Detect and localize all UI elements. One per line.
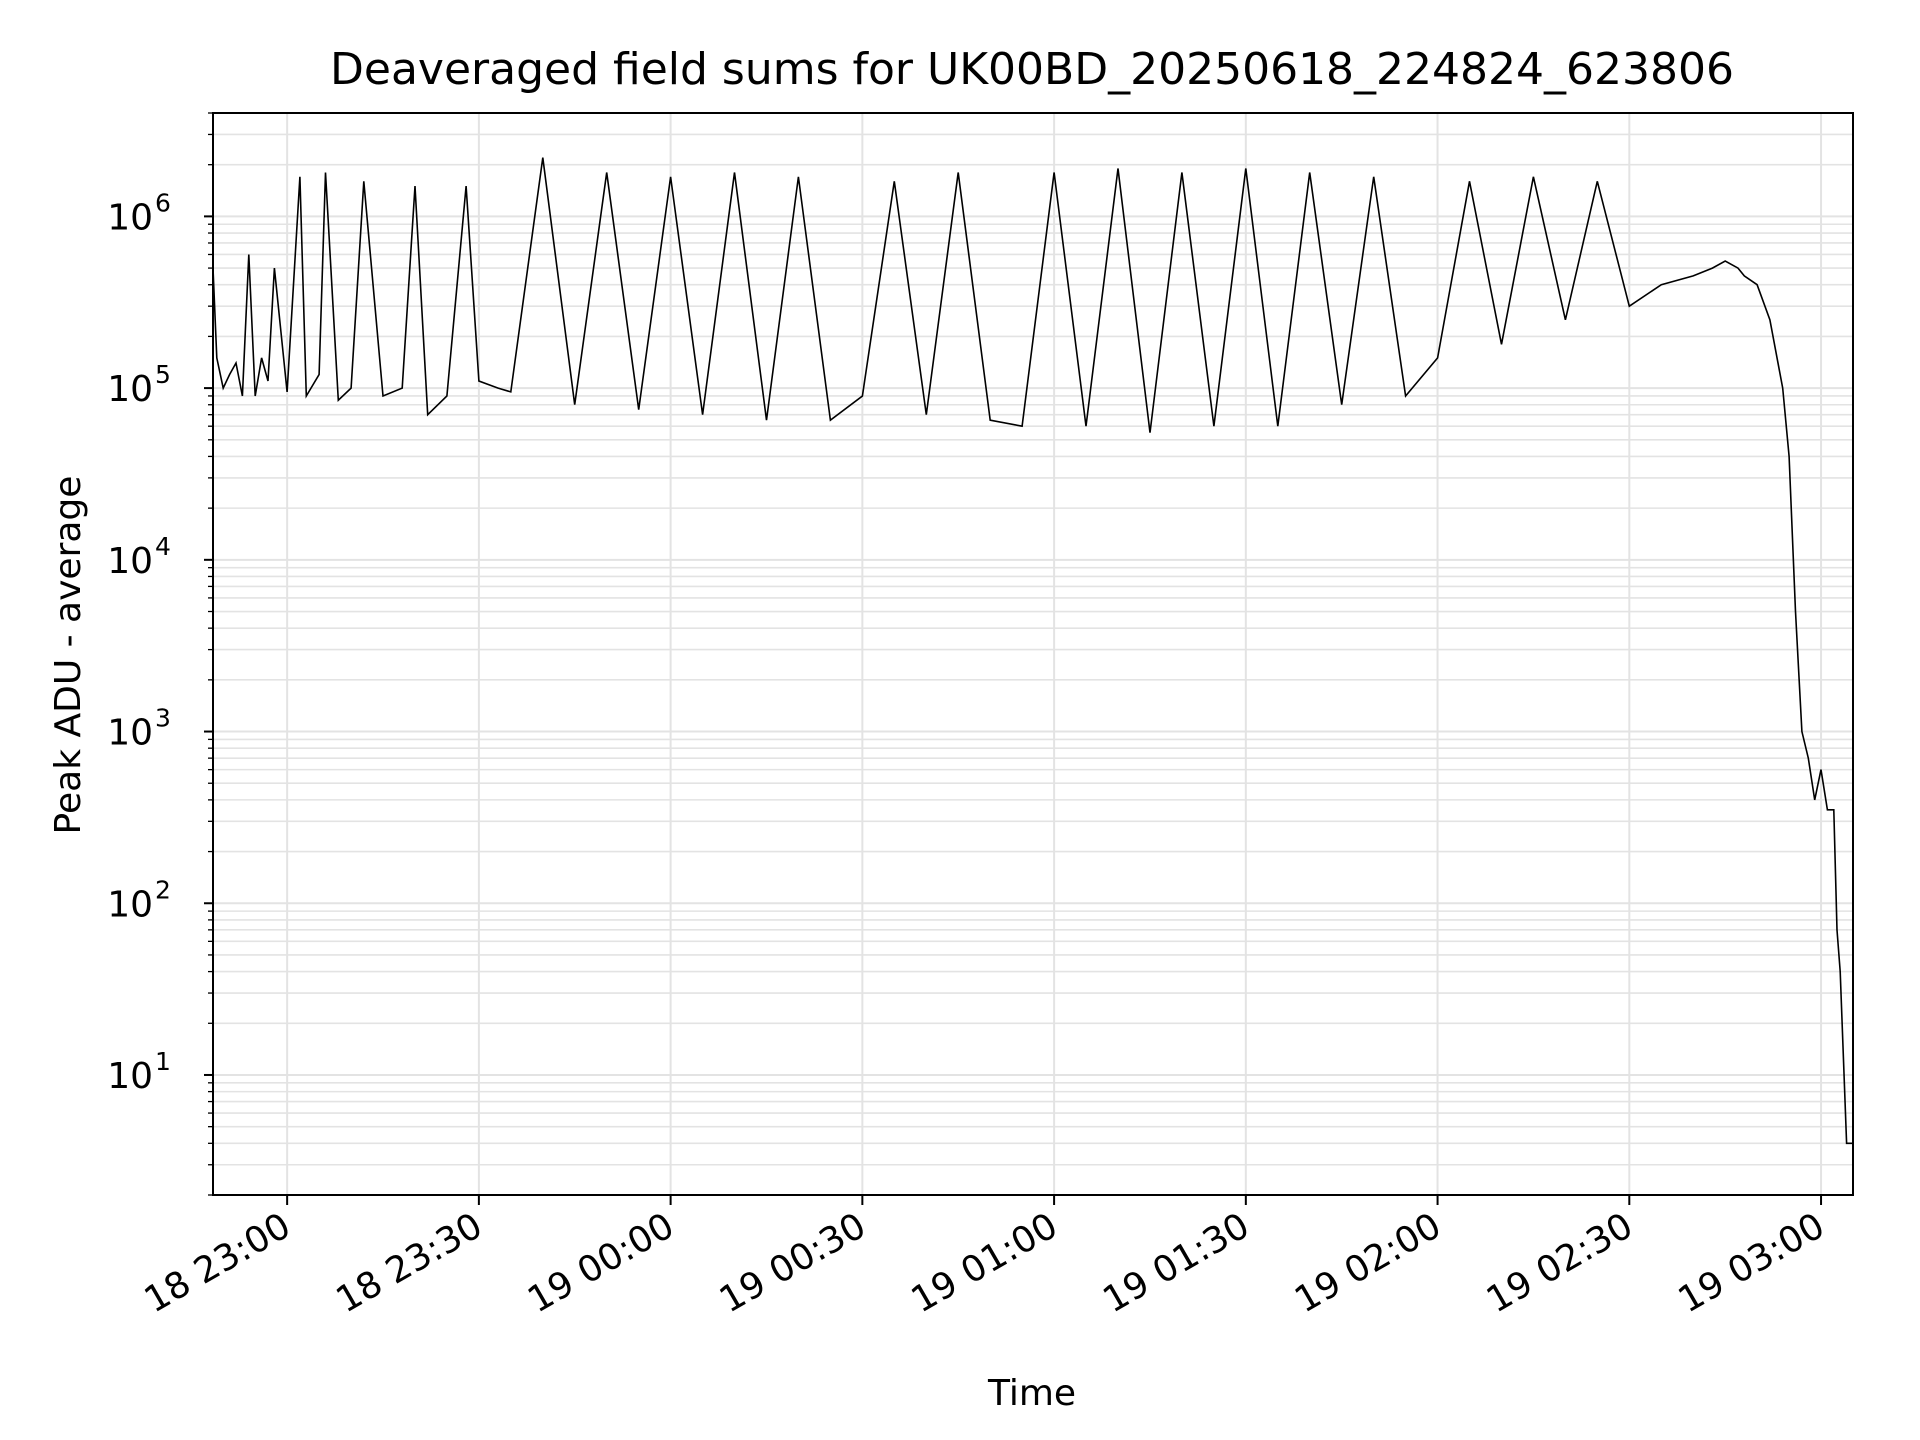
y-tick-exponent: 2: [155, 875, 171, 904]
y-tick-exponent: 3: [155, 704, 171, 733]
grid: [213, 112, 1853, 1196]
y-tick-exponent: 5: [155, 360, 171, 389]
y-tick-label: 10: [107, 197, 153, 238]
series-layer: [212, 157, 1853, 1145]
series-line-0: [212, 157, 1853, 1145]
axes: [212, 112, 1854, 1196]
y-axis-label: Peak ADU - average: [48, 476, 89, 835]
y-tick-label: 10: [107, 713, 153, 754]
y-tick-label: 10: [107, 541, 153, 582]
y-tick-label: 10: [107, 369, 153, 410]
y-tick-label: 10: [107, 884, 153, 925]
chart-title: Deaveraged field sums for UK00BD_2025061…: [330, 44, 1734, 95]
y-tick-exponent: 1: [155, 1047, 171, 1076]
y-tick-exponent: 4: [155, 532, 171, 561]
x-axis-label: Time: [987, 1373, 1076, 1414]
y-tick-label: 10: [107, 1056, 153, 1097]
axes-frame: [212, 112, 1854, 1196]
y-tick-exponent: 6: [155, 188, 171, 217]
